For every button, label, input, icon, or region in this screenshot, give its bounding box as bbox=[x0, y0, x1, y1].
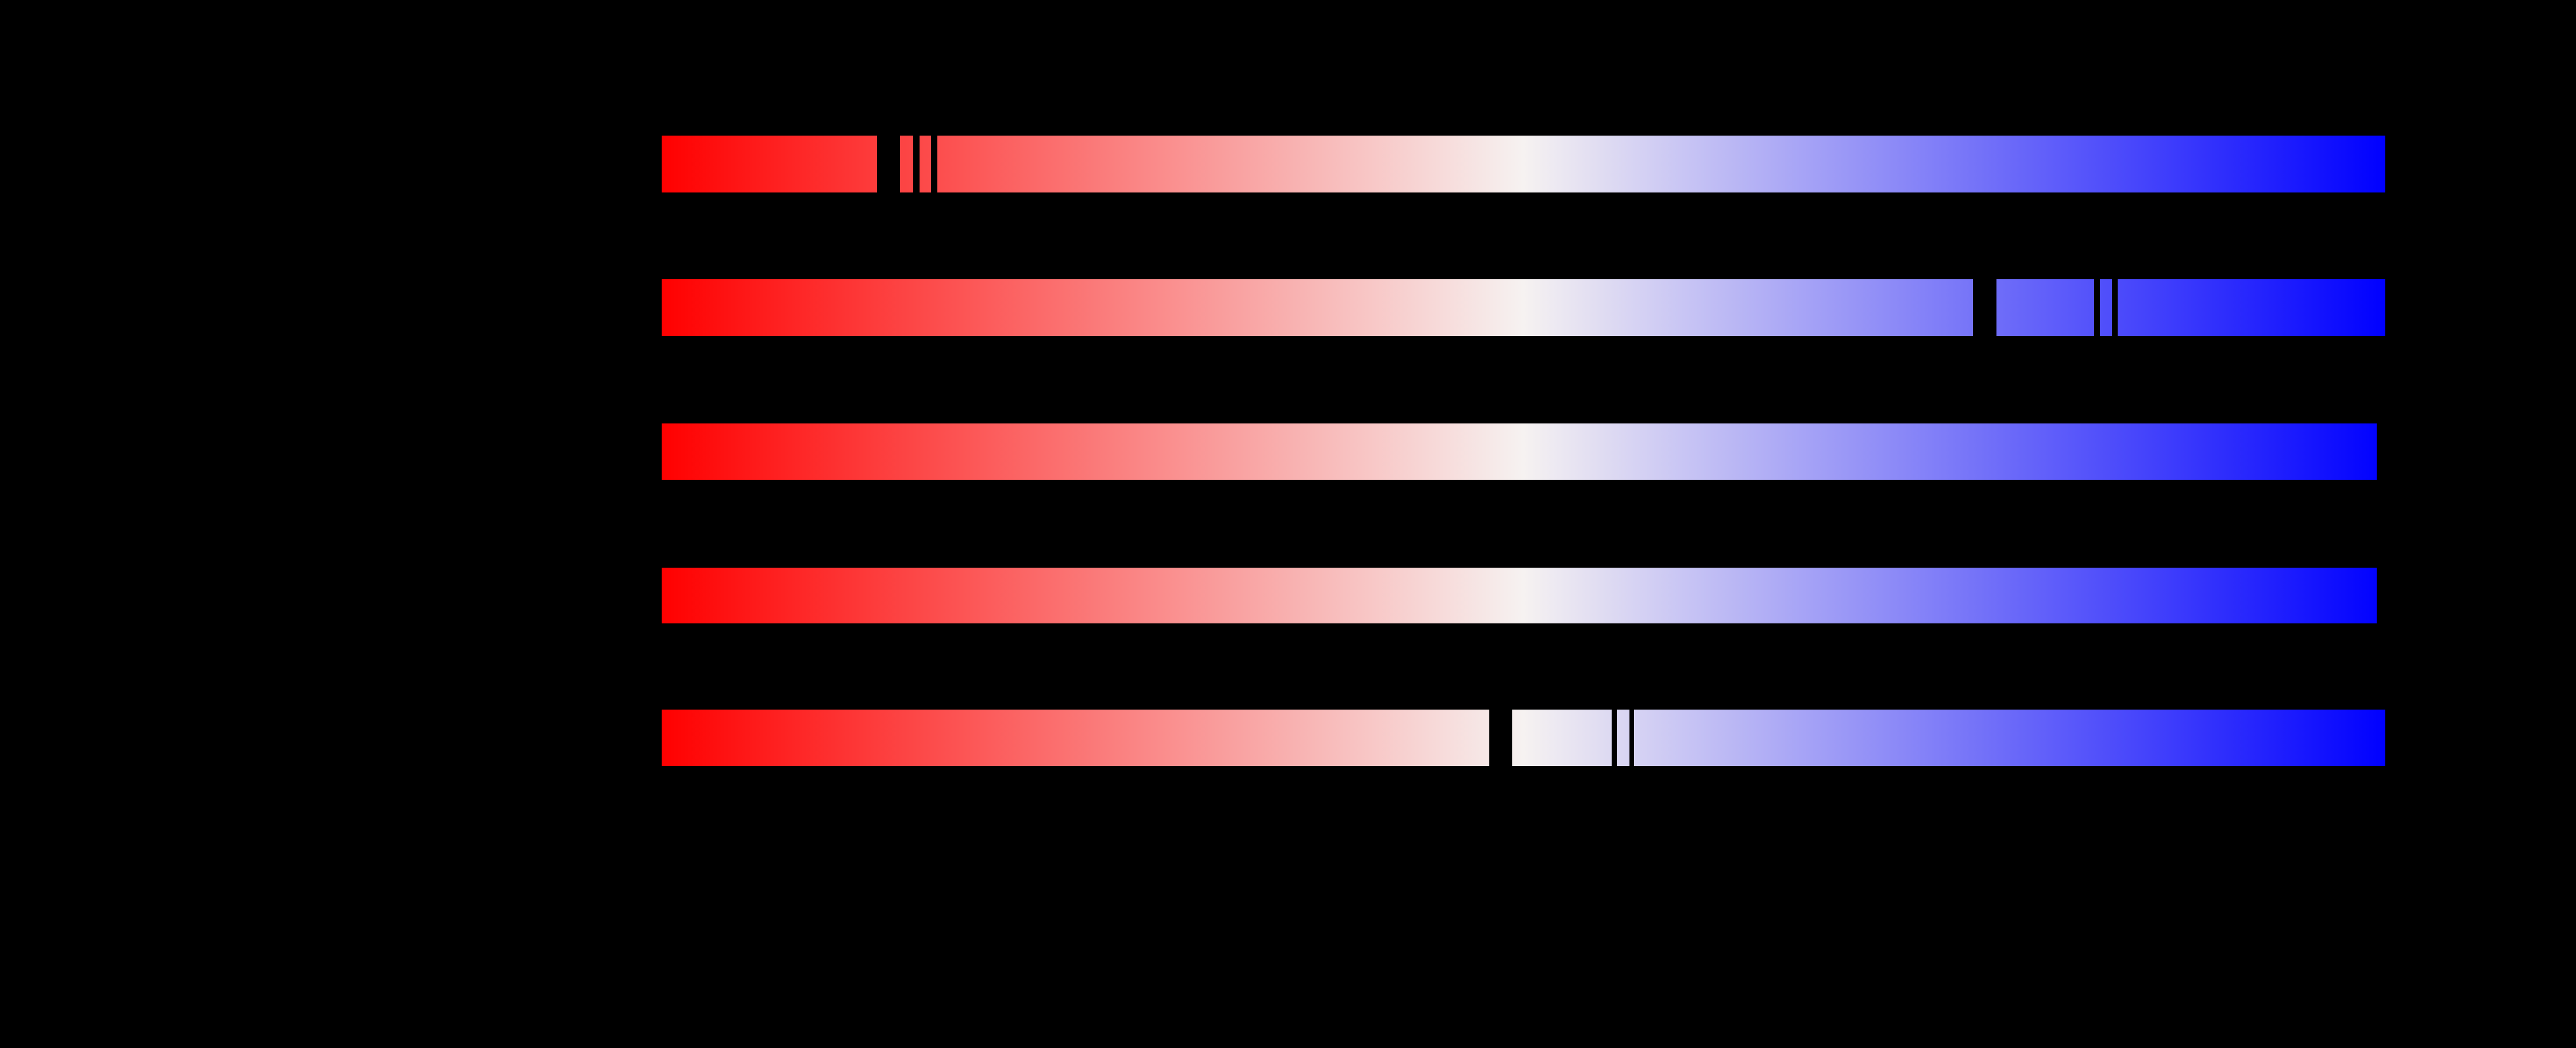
value-marker-line bbox=[1629, 710, 1634, 766]
value-marker-line bbox=[931, 136, 937, 192]
gradient-bar-row-5 bbox=[662, 710, 2385, 766]
value-marker-line bbox=[877, 136, 900, 192]
gradient-bar-row-3 bbox=[662, 423, 2377, 480]
value-marker-line bbox=[1612, 710, 1617, 766]
value-marker-line bbox=[1973, 279, 1996, 336]
gradient-bar-row-1 bbox=[662, 136, 2385, 192]
value-marker-line bbox=[2094, 279, 2100, 336]
gradient-bar-row-2 bbox=[662, 279, 2385, 336]
gradient-bar-row-4 bbox=[662, 568, 2377, 623]
value-marker-line bbox=[913, 136, 920, 192]
value-marker-line bbox=[1489, 710, 1512, 766]
value-marker-line bbox=[2112, 279, 2118, 336]
